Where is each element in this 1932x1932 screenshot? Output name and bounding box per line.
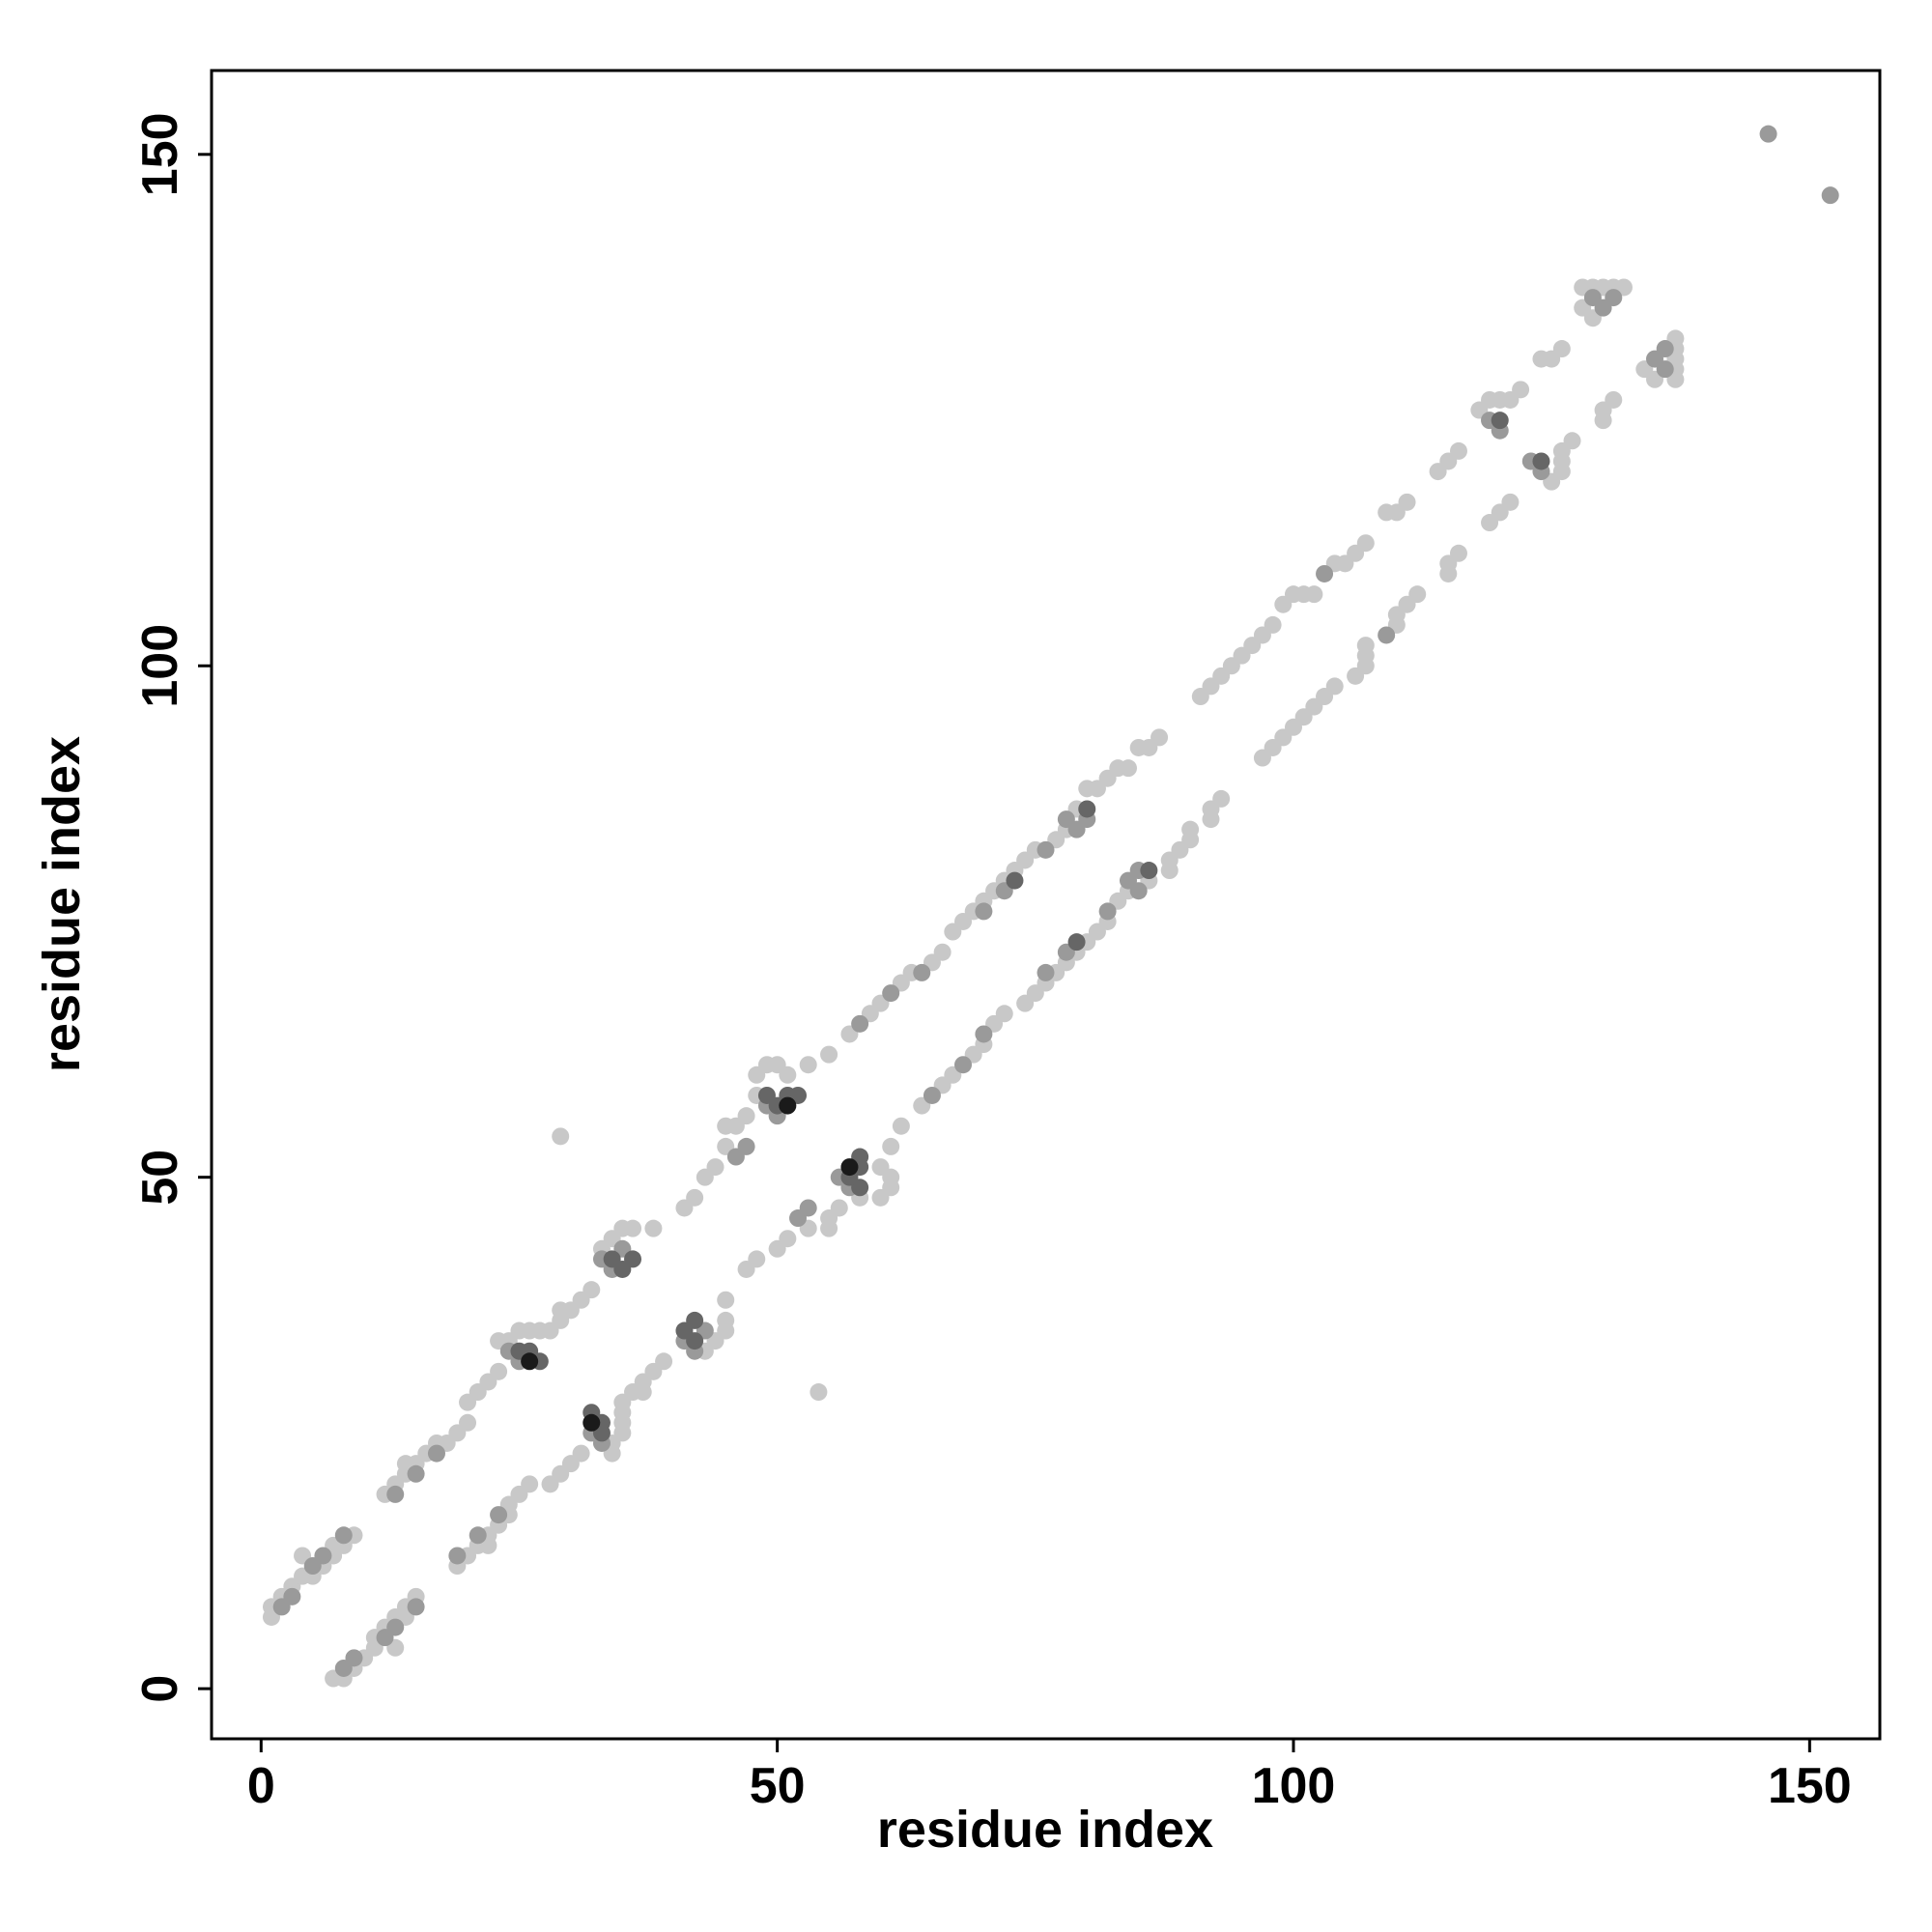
point (799, 1056, 817, 1074)
point (582, 1413, 601, 1432)
point (1140, 862, 1158, 880)
point (490, 1362, 508, 1380)
point (386, 1618, 405, 1636)
point (717, 1311, 735, 1329)
x-tick-label: 0 (247, 1758, 275, 1814)
point (334, 1526, 353, 1545)
point (737, 1107, 755, 1125)
point (1325, 677, 1344, 696)
plot-frame (210, 69, 1882, 1741)
point (1408, 585, 1427, 604)
point (686, 1188, 704, 1207)
point (1356, 534, 1375, 553)
point (1067, 933, 1086, 952)
point (1605, 390, 1623, 409)
y-tick-label: 100 (132, 624, 188, 708)
point (799, 1199, 817, 1217)
point (1037, 963, 1055, 981)
point (913, 963, 931, 981)
point (933, 943, 952, 961)
point (1398, 493, 1416, 511)
point (624, 1250, 642, 1268)
point (1532, 452, 1550, 470)
point (345, 1649, 363, 1667)
points (262, 125, 1839, 1688)
point (1605, 289, 1623, 307)
y-tick-label: 50 (132, 1150, 188, 1206)
x-tick-label: 100 (1252, 1758, 1336, 1814)
point (779, 1096, 797, 1115)
point (1119, 759, 1137, 778)
point (748, 1250, 766, 1268)
point (1563, 432, 1581, 450)
point (1449, 441, 1467, 460)
point (706, 1158, 724, 1177)
point (975, 1025, 993, 1043)
point (459, 1413, 477, 1432)
point (469, 1526, 487, 1545)
point (1305, 585, 1323, 604)
point (1552, 340, 1571, 358)
point (407, 1598, 425, 1616)
point (582, 1281, 601, 1299)
point (954, 1056, 973, 1074)
point (1501, 493, 1520, 511)
point (1006, 871, 1024, 890)
point (810, 1383, 828, 1402)
point (572, 1444, 590, 1463)
y-tick-label: 0 (132, 1675, 188, 1703)
point (521, 1475, 539, 1493)
point (779, 1230, 797, 1248)
point (407, 1464, 425, 1483)
point (427, 1444, 445, 1463)
point (686, 1311, 704, 1329)
point (1264, 615, 1282, 634)
point (283, 1587, 301, 1605)
x-tick-label: 50 (750, 1758, 806, 1814)
point (892, 1117, 910, 1135)
point (871, 1158, 890, 1177)
point (1512, 381, 1530, 399)
point (882, 984, 900, 1003)
point (521, 1352, 539, 1371)
point (975, 902, 993, 921)
point (1098, 902, 1117, 921)
point (995, 1005, 1013, 1023)
x-axis-title: residue index (877, 1801, 1213, 1859)
point (1151, 728, 1169, 747)
point (655, 1352, 673, 1371)
point (386, 1485, 405, 1503)
point (851, 1014, 869, 1033)
point (1212, 789, 1231, 808)
point (1078, 800, 1096, 818)
point (820, 1045, 838, 1064)
point (1037, 840, 1055, 859)
point (840, 1158, 859, 1177)
point (490, 1506, 508, 1524)
point (737, 1137, 755, 1155)
point (1656, 340, 1674, 358)
point (552, 1127, 570, 1146)
point (830, 1199, 848, 1217)
point (882, 1137, 900, 1155)
point (717, 1291, 735, 1309)
y-axis-title: residue index (33, 736, 91, 1072)
point (624, 1219, 642, 1237)
y-tick-label: 150 (132, 112, 188, 196)
point (923, 1086, 941, 1104)
point (779, 1065, 797, 1084)
point (1356, 637, 1375, 655)
point (1821, 186, 1839, 205)
point (1181, 820, 1200, 838)
point (1378, 626, 1396, 644)
x-tick-label: 150 (1768, 1758, 1852, 1814)
point (448, 1547, 467, 1565)
point (314, 1547, 332, 1565)
point (1759, 125, 1777, 143)
point (1449, 544, 1467, 562)
point (1491, 412, 1509, 430)
point (1316, 564, 1334, 582)
point (644, 1219, 663, 1237)
